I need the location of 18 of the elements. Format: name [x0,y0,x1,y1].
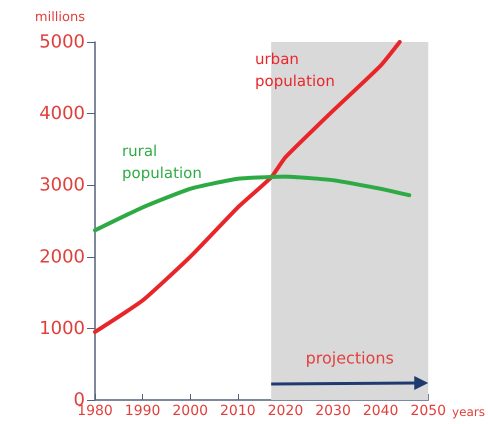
x-tick-label: 2050 [410,403,446,419]
x-tick-label: 2010 [220,403,256,419]
band-label: projections [306,348,394,368]
x-tick-label: 2030 [315,403,351,419]
series-label: urban population [255,50,335,90]
series-label: rural population [122,142,202,182]
x-tick-label: 2000 [172,403,208,419]
line-series [93,40,402,334]
y-tick-label: 2000 [39,246,85,268]
x-tick-label: 1990 [124,403,160,419]
x-tick-label: 2020 [268,403,304,419]
y-tick-label: 3000 [39,174,85,196]
x-tick-label: 2040 [362,403,398,419]
y-tick-label: 1000 [39,318,85,339]
y-tick-label: 4000 [39,103,85,124]
y-tick-label: 5000 [39,32,85,52]
x-axis-title: years [452,405,486,419]
y-axis-title: millions [34,10,86,25]
